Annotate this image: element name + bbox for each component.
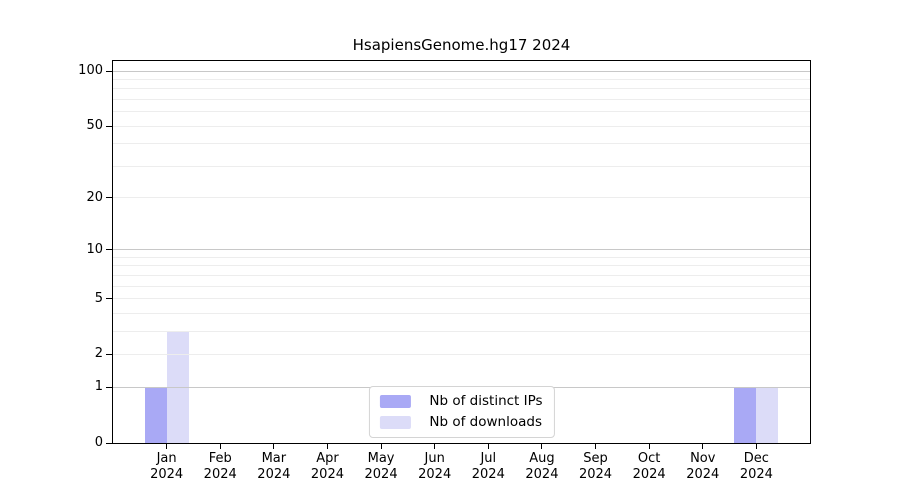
x-tick-year: 2024: [364, 467, 398, 482]
x-tick-year: 2024: [310, 467, 344, 482]
y-tick-label: 20: [86, 189, 103, 205]
x-tick-year: 2024: [150, 467, 184, 482]
x-tick-year: 2024: [257, 467, 291, 482]
x-tick-year: 2024: [418, 467, 452, 482]
x-tick-year: 2024: [686, 467, 720, 482]
x-tick: [380, 444, 382, 449]
x-tick: [595, 444, 597, 449]
x-tick-label-oct: Oct 2024: [617, 451, 681, 483]
gridline-minor: [113, 353, 810, 355]
x-tick-month: Dec: [743, 451, 769, 466]
y-tick-label: 10: [86, 241, 103, 257]
gridline-minor: [113, 197, 810, 199]
gridline-minor: [113, 274, 810, 276]
gridline-minor: [113, 298, 810, 300]
x-tick-year: 2024: [525, 467, 559, 482]
gridline-minor: [113, 88, 810, 90]
x-tick-year: 2024: [632, 467, 666, 482]
legend-label: Nb of distinct IPs: [429, 393, 543, 409]
x-tick-label-apr: Apr 2024: [295, 451, 359, 483]
bar-distinct-ips-jan: [144, 387, 167, 443]
x-tick-label-jun: Jun 2024: [403, 451, 467, 483]
x-tick: [273, 444, 275, 449]
x-tick-year: 2024: [739, 467, 773, 482]
legend-row-downloads: Nb of downloads: [379, 414, 542, 431]
legend-label: Nb of downloads: [429, 414, 542, 430]
gridline-minor: [113, 330, 810, 332]
x-tick: [702, 444, 704, 449]
x-tick: [648, 444, 650, 449]
x-tick-label-jan: Jan 2024: [135, 451, 199, 483]
x-tick-month: Jan: [156, 451, 177, 466]
gridline-minor: [113, 312, 810, 314]
y-tick: [106, 298, 112, 300]
y-tick: [106, 197, 112, 199]
legend-row-distinct-ips: Nb of distinct IPs: [379, 393, 543, 410]
y-tick-label: 2: [94, 346, 103, 362]
bar-downloads-dec: [756, 387, 779, 443]
x-tick-month: Sep: [583, 451, 608, 466]
gridline-minor: [113, 165, 810, 167]
bar-distinct-ips-dec: [734, 387, 757, 443]
x-tick-month: Mar: [261, 451, 287, 466]
gridline-minor: [113, 265, 810, 267]
x-tick-label-dec: Dec 2024: [724, 451, 788, 483]
x-tick: [541, 444, 543, 449]
gridline-major: [113, 70, 810, 72]
x-tick-label-nov: Nov 2024: [671, 451, 735, 483]
x-tick-label-jul: Jul 2024: [456, 451, 520, 483]
gridline-minor: [113, 78, 810, 80]
gridline-minor: [113, 98, 810, 100]
x-tick: [487, 444, 489, 449]
x-tick-label-sep: Sep 2024: [564, 451, 628, 483]
x-tick-month: Nov: [690, 451, 716, 466]
x-tick-month: Feb: [208, 451, 232, 466]
x-tick-month: Aug: [529, 451, 555, 466]
x-tick-label-aug: Aug 2024: [510, 451, 574, 483]
x-tick-month: May: [367, 451, 395, 466]
x-tick-label-may: May 2024: [349, 451, 413, 483]
x-tick-label-feb: Feb 2024: [188, 451, 252, 483]
x-tick-month: Apr: [316, 451, 339, 466]
y-tick-label: 100: [78, 63, 103, 78]
legend: Nb of distinct IPs Nb of downloads: [368, 386, 555, 438]
gridline-minor: [113, 111, 810, 113]
gridline-minor: [113, 285, 810, 287]
x-tick: [434, 444, 436, 449]
x-tick-month: Jul: [480, 451, 497, 466]
gridline-minor: [113, 256, 810, 258]
y-tick: [106, 70, 112, 72]
plot-area: 0 1 2 5 10 20 50 100 Jan 2024 Feb 2024 Mar 2024 Apr 202…: [78, 60, 811, 482]
y-tick-label: 0: [94, 435, 103, 450]
x-tick-month: Oct: [637, 451, 661, 466]
y-tick: [106, 353, 112, 355]
x-tick-year: 2024: [578, 467, 613, 482]
y-tick: [106, 386, 112, 388]
x-tick-month: Jun: [424, 451, 445, 466]
x-tick: [326, 444, 328, 449]
chart-title: HsapiensGenome.hg17 2024: [352, 36, 571, 54]
y-tick: [106, 249, 112, 251]
x-tick: [219, 444, 221, 449]
x-tick-year: 2024: [203, 467, 237, 482]
y-tick: [106, 125, 112, 127]
y-tick-label: 5: [94, 290, 103, 306]
legend-swatch-downloads: [379, 416, 411, 429]
y-tick-label: 1: [94, 379, 103, 395]
y-tick: [106, 442, 112, 444]
gridline-minor: [113, 143, 810, 145]
legend-swatch-distinct-ips: [379, 395, 411, 408]
x-tick: [166, 444, 168, 449]
x-tick: [755, 444, 757, 449]
x-tick-label-mar: Mar 2024: [242, 451, 306, 483]
gridline-minor: [113, 125, 810, 127]
y-tick-label: 50: [86, 118, 103, 134]
x-tick-year: 2024: [471, 467, 505, 482]
gridline-major: [113, 249, 810, 251]
